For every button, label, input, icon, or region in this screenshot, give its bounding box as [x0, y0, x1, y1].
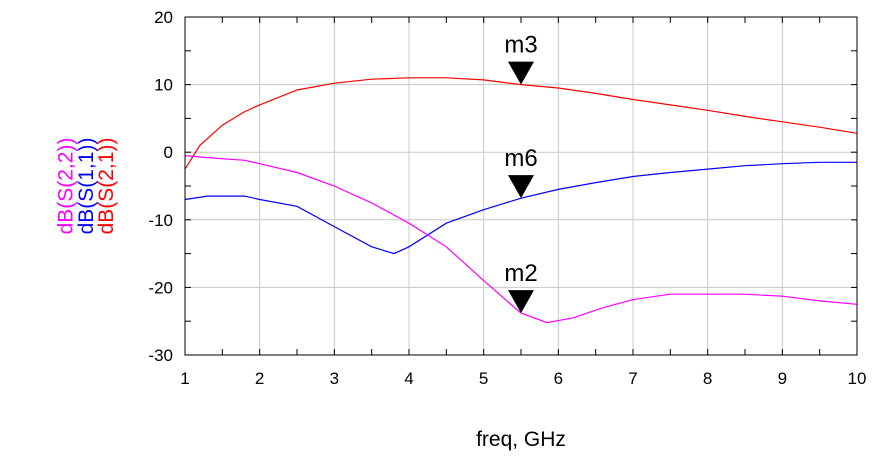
x-tick-labels: 1 2 3 4 5 6 7 8 9 10: [180, 369, 866, 388]
marker-m6-label: m6: [504, 145, 537, 172]
x-tick-label-7: 7: [628, 369, 637, 388]
x-tick-label-3: 3: [330, 369, 339, 388]
series-line-2: [184, 155, 858, 324]
marker-m2-triangle: [508, 290, 534, 314]
marker-m3-label: m3: [504, 32, 537, 59]
x-tick-label-8: 8: [703, 369, 712, 388]
x-tick-label-2: 2: [255, 369, 264, 388]
series-line-1: [184, 161, 857, 255]
y-tick-label-10: 10: [154, 76, 173, 95]
marker-m3-triangle: [508, 61, 534, 85]
x-tick-label-9: 9: [778, 369, 787, 388]
x-tick-label-10: 10: [848, 369, 867, 388]
x-tick-label-6: 6: [554, 369, 563, 388]
marker-m2-label: m2: [504, 260, 537, 287]
y-tick-label--30: -30: [148, 346, 173, 365]
y-tick-labels: 20 10 0 -10 -20 -30: [148, 8, 173, 365]
y-tick-label--10: -10: [148, 211, 173, 230]
series-layer: [184, 77, 858, 324]
x-tick-label-4: 4: [404, 369, 413, 388]
plot-frame: [184, 16, 858, 356]
series-line-0: [184, 77, 858, 170]
y-axis-label-0: dB(S(2,2)): [54, 138, 77, 235]
markers: m3 m6 m2: [504, 32, 538, 314]
y-axis-label-2: dB(S(2,1)): [95, 138, 118, 235]
y-tick-label-0: 0: [164, 143, 173, 162]
y-axis-labels: dB(S(2,2))dB(S(1,1))dB(S(2,1)): [54, 138, 118, 235]
y-axis-label-1: dB(S(1,1)): [75, 138, 98, 235]
y-tick-label-20: 20: [154, 8, 173, 27]
marker-m6-triangle: [508, 175, 534, 199]
x-tick-label-5: 5: [479, 369, 488, 388]
y-tick-label--20: -20: [148, 278, 173, 297]
x-tick-label-1: 1: [180, 369, 189, 388]
x-axis-title: freq, GHz: [476, 428, 566, 451]
